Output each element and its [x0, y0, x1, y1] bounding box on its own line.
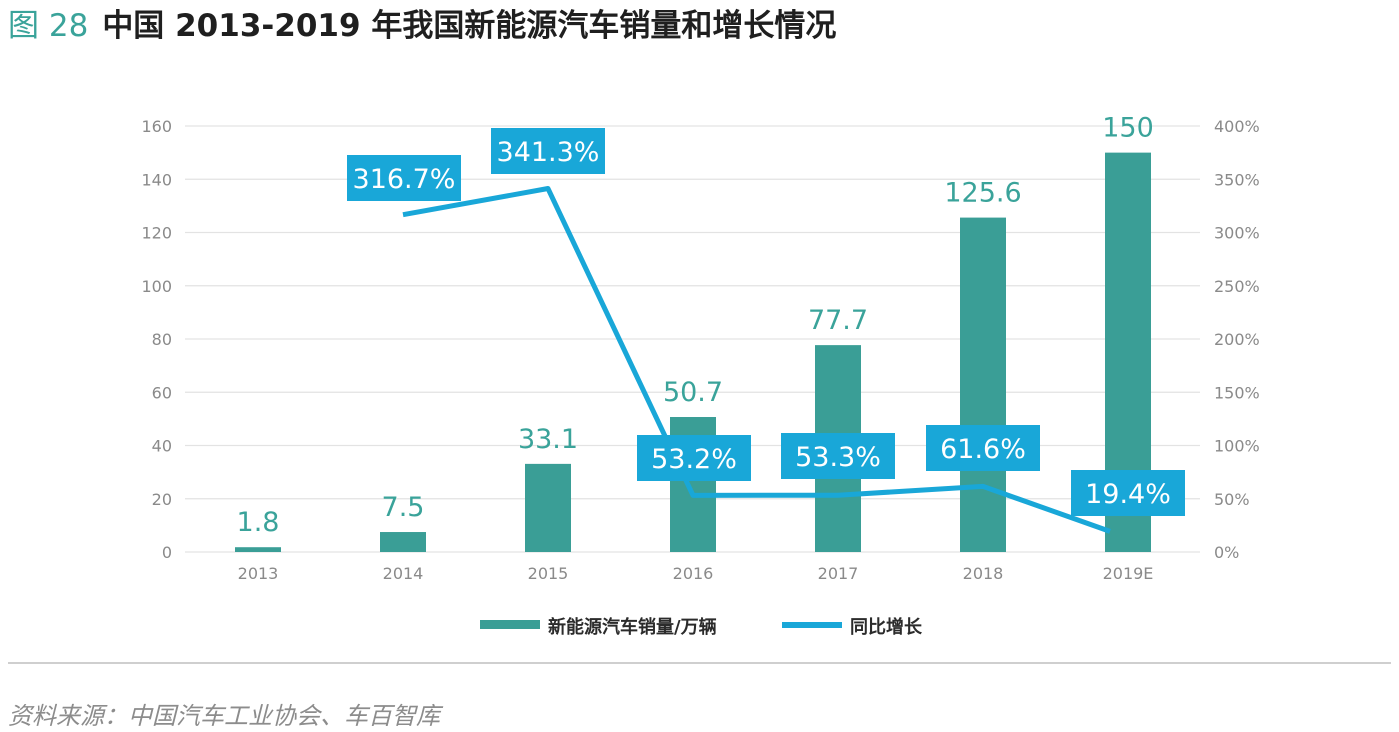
x-tick-label: 2015 — [528, 564, 569, 583]
y-right-tick-label: 50% — [1214, 490, 1250, 509]
bar-value-label: 1.8 — [237, 507, 280, 538]
figure-label: 图 28 — [8, 8, 89, 44]
label-box — [781, 433, 895, 479]
label-text: 19.4% — [1085, 479, 1171, 510]
bar-value-label: 7.5 — [382, 492, 425, 523]
y-right-tick-label: 200% — [1214, 330, 1260, 349]
legend-bar-label: 新能源汽车销量/万辆 — [548, 616, 717, 638]
x-axis: 2013 2014 2015 2016 2017 2018 2019E — [238, 564, 1154, 583]
x-tick-label: 2019E — [1103, 564, 1154, 583]
bar — [525, 463, 571, 552]
y-left-tick-label: 20 — [152, 490, 172, 509]
label-box — [1071, 470, 1185, 516]
y-right-tick-label: 350% — [1214, 170, 1260, 189]
label-box — [347, 155, 461, 201]
y-left-tick-label: 80 — [152, 330, 172, 349]
divider — [8, 662, 1391, 664]
line-series — [402, 186, 1111, 534]
bar-value-label: 33.1 — [518, 424, 578, 455]
line-value-label: 19.4% — [1071, 470, 1185, 516]
x-tick-label: 2013 — [238, 564, 279, 583]
line-value-label: 53.2% — [637, 435, 751, 481]
label-box — [926, 425, 1040, 471]
y-left-tick-label: 120 — [141, 224, 172, 243]
label-text: 61.6% — [940, 434, 1026, 465]
y-left-tick-label: 0 — [162, 543, 172, 562]
chart: 0 20 40 60 80 100 120 140 160 0% 50% 100% 150% 200% 2… — [141, 113, 1260, 638]
legend: 新能源汽车销量/万辆 同比增长 — [480, 616, 923, 638]
y-right-tick-label: 150% — [1214, 383, 1260, 402]
x-tick-label: 2018 — [963, 564, 1004, 583]
label-box — [637, 435, 751, 481]
bar-value-label: 150 — [1102, 113, 1154, 144]
line-value-label: 341.3% — [491, 128, 605, 174]
y-right-tick-label: 0% — [1214, 543, 1239, 562]
label-text: 53.2% — [651, 444, 737, 475]
line-value-label: 316.7% — [347, 155, 461, 201]
y-right-tick-label: 100% — [1214, 437, 1260, 456]
x-tick-label: 2016 — [673, 564, 714, 583]
x-tick-label: 2014 — [383, 564, 424, 583]
line-value-label: 61.6% — [926, 425, 1040, 471]
legend-bar-swatch — [480, 620, 540, 629]
y-right-tick-label: 250% — [1214, 277, 1260, 296]
label-text: 316.7% — [353, 164, 456, 195]
bar-value-label: 125.6 — [944, 178, 1021, 209]
y-left-tick-label: 160 — [141, 117, 172, 136]
line-value-label: 53.3% — [781, 433, 895, 479]
bar — [380, 532, 426, 552]
y-axis-right: 0% 50% 100% 150% 200% 250% 300% 350% 400% — [1214, 117, 1260, 562]
y-left-tick-label: 140 — [141, 170, 172, 189]
bar — [960, 217, 1006, 552]
label-text: 53.3% — [795, 442, 881, 473]
title-text: 中国 2013-2019 年我国新能源汽车销量和增长情况 — [102, 8, 837, 44]
y-right-tick-label: 400% — [1214, 117, 1260, 136]
bar-value-label: 77.7 — [808, 305, 868, 336]
legend-line-label: 同比增长 — [850, 616, 923, 638]
label-box — [491, 128, 605, 174]
label-text: 341.3% — [497, 137, 600, 168]
y-left-tick-label: 60 — [152, 383, 172, 402]
bar-value-label: 50.7 — [663, 377, 723, 408]
chart-title: 图 28 中国 2013-2019 年我国新能源汽车销量和增长情况 — [8, 4, 836, 48]
line-labels: 316.7% 341.3% 53.2% 53.3% 61.6% 19.4% — [347, 128, 1185, 516]
source-note: 资料来源：中国汽车工业协会、车百智库 — [8, 702, 440, 730]
y-left-tick-label: 40 — [152, 437, 172, 456]
y-right-tick-label: 300% — [1214, 224, 1260, 243]
growth-line — [402, 186, 1111, 534]
x-tick-label: 2017 — [818, 564, 859, 583]
y-left-tick-label: 100 — [141, 277, 172, 296]
bar-labels: 1.8 7.5 33.1 50.7 77.7 125.6 150 — [237, 113, 1154, 539]
y-axis-left: 0 20 40 60 80 100 120 140 160 — [141, 117, 172, 562]
bar — [235, 547, 281, 552]
